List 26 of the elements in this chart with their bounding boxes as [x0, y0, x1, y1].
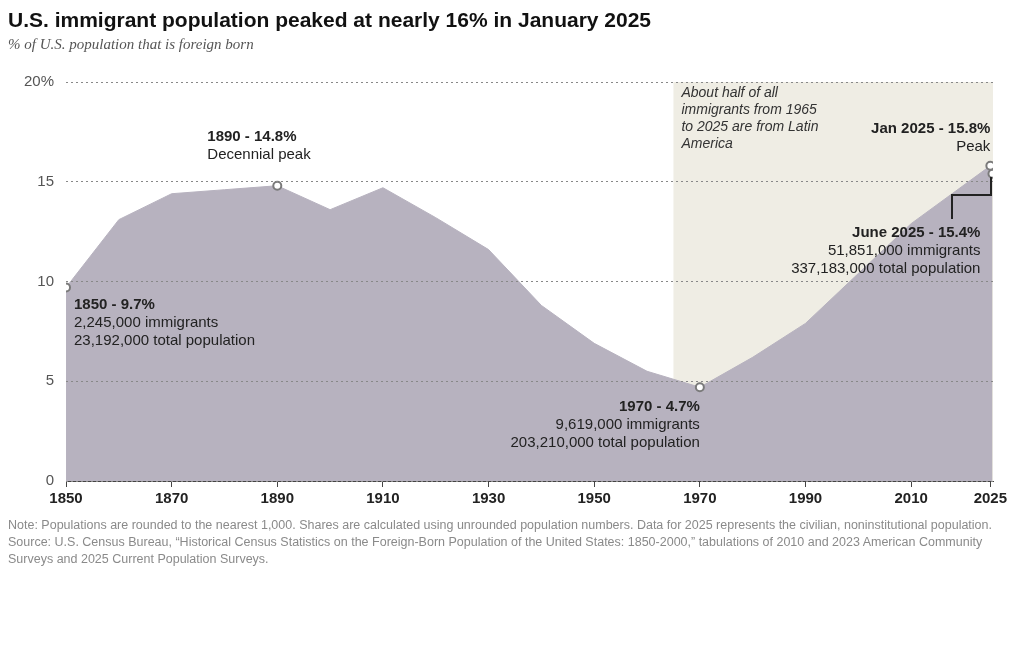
- annotation: 1850 - 9.7% 2,245,000 immigrants 23,192,000 total population: [74, 295, 256, 349]
- x-tick-label: 1910: [366, 489, 400, 507]
- x-tick-label: 1930: [471, 489, 506, 507]
- y-tick-label: 10: [37, 271, 55, 289]
- band-label: About half of all immigrants from 1965 to 2025 are from Latin America: [680, 83, 819, 151]
- chart-subtitle: % of U.S. population that is foreign born: [8, 36, 255, 53]
- annotation: Jan 2025 - 15.8% Peak: [871, 119, 991, 155]
- x-tick-label: 1950: [577, 489, 611, 507]
- x-tick-label: 1890: [260, 489, 294, 507]
- point: [985, 160, 993, 171]
- x-tick-label: 1990: [788, 489, 823, 507]
- annotation: 1970 - 4.7% 9,619,000 immigrants 203,210,000 total population: [510, 396, 700, 450]
- x-tick-label: 1850: [49, 489, 83, 507]
- y-tick-label: 5: [45, 371, 55, 389]
- annotation: 1890 - 14.8% Decennial peak: [207, 127, 312, 163]
- x-tick-label: 1970: [683, 489, 717, 507]
- x-tick-label: 2025: [973, 489, 1008, 507]
- text: Note: Populations are rounded to the nearest 1,000. Shares are calculated using unrounded population numbers. Data for 2025 represents the civilian, noninstitutional population.: [8, 517, 993, 534]
- chart-title: U.S. immigrant population peaked at nearly 16% in January 2025: [8, 8, 653, 32]
- y-tick-label: 15: [37, 171, 55, 189]
- y-tick-label: 0: [45, 471, 55, 489]
- y-tick-label: 20%: [23, 72, 55, 90]
- source-note: Source: U.S. Census Bureau, “Historical Census Statistics on the Foreign-Born Population of the United States: 1850-2000,” tabulations of 2010 and 2023 American Community Surveys and 2025 Current Population Surveys.: [8, 534, 984, 568]
- x-tick-label: 1870: [154, 489, 189, 507]
- annotation: June 2025 - 15.4% 51,851,000 immigrants 337,183,000 total population: [791, 223, 981, 277]
- x-tick-label: 2010: [894, 489, 928, 507]
